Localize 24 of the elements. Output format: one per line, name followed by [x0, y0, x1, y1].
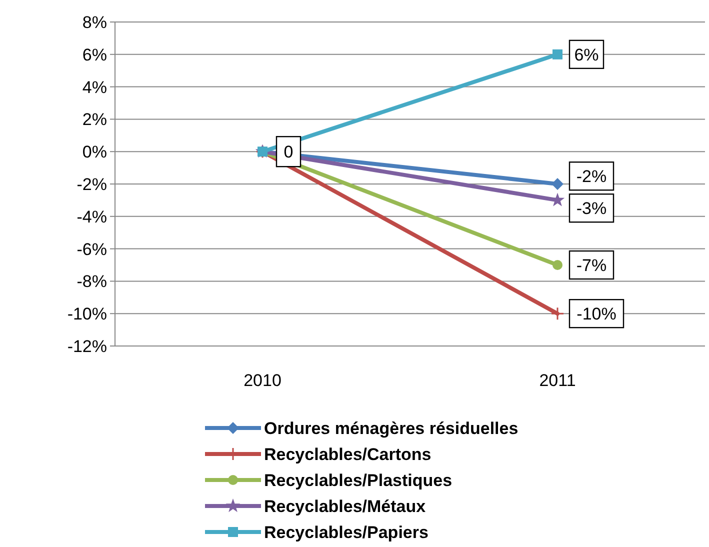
legend-label: Recyclables/Plastiques	[264, 471, 452, 490]
y-tick-label: -6%	[76, 240, 107, 259]
y-tick-label: -12%	[67, 337, 107, 356]
legend-label: Recyclables/Métaux	[264, 497, 426, 516]
y-tick-label: -4%	[76, 207, 107, 226]
y-tick-label: 6%	[82, 45, 107, 64]
legend-label: Ordures ménagères résiduelles	[264, 419, 518, 438]
y-tick-label: -10%	[67, 304, 107, 324]
data-label: 0	[284, 142, 294, 162]
y-tick-label: 8%	[82, 13, 107, 32]
y-tick-label: 2%	[82, 110, 107, 130]
data-label: -2%	[576, 167, 607, 186]
y-tick-label: 0%	[82, 142, 107, 162]
y-tick-label: -8%	[76, 272, 107, 292]
legend-label: Recyclables/Papiers	[264, 523, 428, 542]
data-label: -3%	[576, 199, 607, 218]
x-tick-label: 2011	[539, 371, 576, 390]
data-label: -7%	[576, 256, 607, 275]
y-tick-label: 4%	[82, 78, 107, 97]
data-label: 6%	[574, 45, 599, 64]
y-tick-label: -2%	[76, 175, 107, 194]
legend-label: Recyclables/Cartons	[264, 445, 432, 464]
x-tick-label: 2010	[244, 371, 282, 390]
data-label: -10%	[576, 304, 616, 324]
